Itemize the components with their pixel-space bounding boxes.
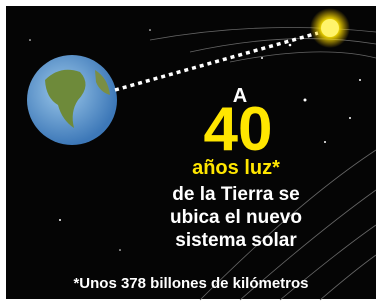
unit: años luz* (192, 157, 280, 179)
background (6, 6, 376, 299)
page: A 40 años luz* de la Tierra se ubica el … (0, 0, 382, 305)
headline-line: ubica el nuevo (170, 207, 302, 228)
infographic: A 40 años luz* de la Tierra se ubica el … (0, 0, 382, 305)
star-core (321, 19, 339, 37)
big-number: 40 (204, 95, 273, 164)
headline-line: de la Tierra se (172, 184, 299, 205)
headline-line: sistema solar (175, 230, 297, 251)
footnote: *Unos 378 billones de kilómetros (73, 275, 308, 292)
